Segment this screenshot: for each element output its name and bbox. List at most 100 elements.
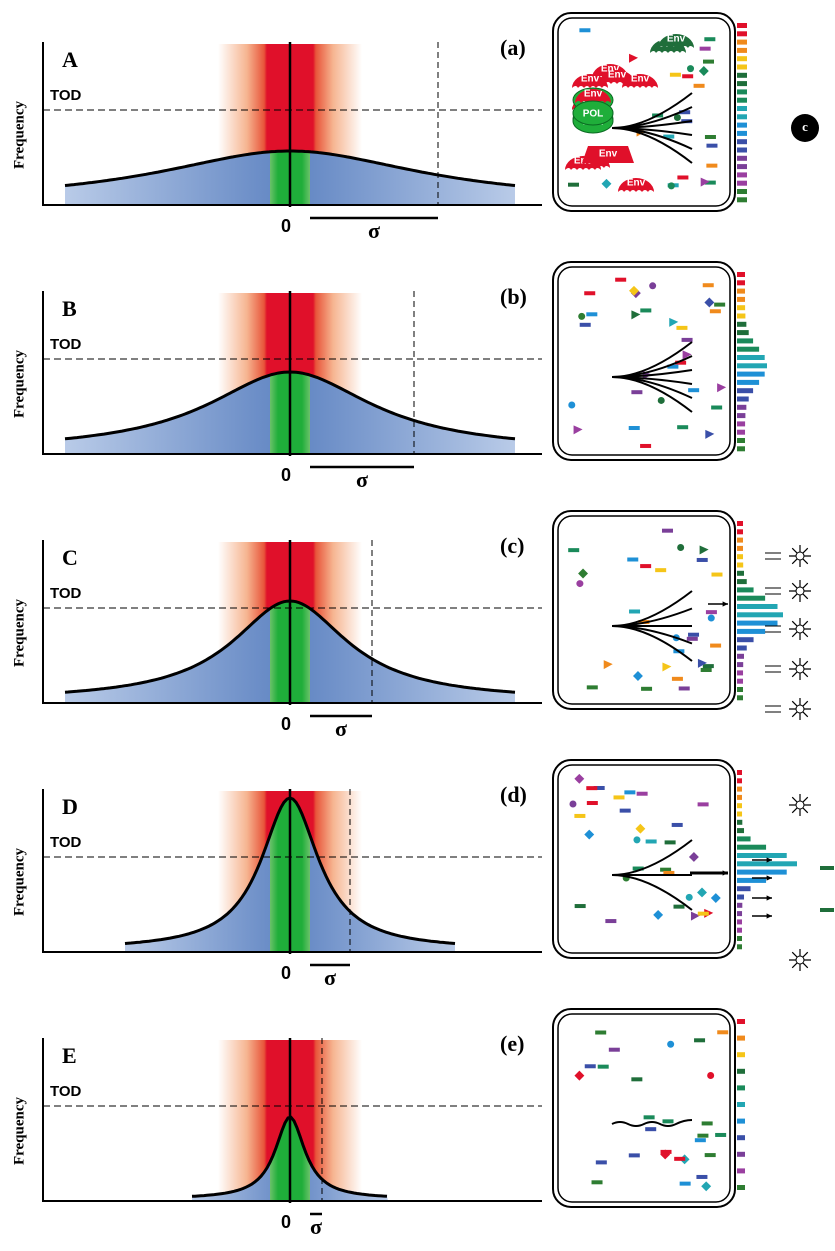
variant-bar [737, 155, 747, 161]
antibody-icon [795, 704, 805, 714]
variant-bar [737, 39, 747, 45]
molecule [677, 544, 685, 552]
distribution-curve [64, 370, 516, 441]
variant-bar [737, 877, 767, 883]
molecule [613, 795, 625, 800]
arrow-head [766, 913, 772, 919]
molecule [679, 1181, 691, 1186]
cell-tag: Env [667, 34, 686, 45]
molecule [706, 163, 718, 168]
molecule [667, 1040, 675, 1048]
molecule [573, 425, 583, 435]
replication-branch [611, 376, 693, 413]
panel-letter: B [62, 296, 77, 321]
molecule [578, 568, 588, 579]
molecule [586, 786, 598, 791]
molecule [628, 1153, 640, 1158]
variant-bar [737, 429, 746, 435]
replication-branch [611, 127, 693, 164]
variant-bar [737, 1118, 745, 1124]
binding-arrows [765, 587, 781, 595]
variant-bar [737, 545, 744, 551]
panel-letter: E [62, 1043, 77, 1068]
molecule [574, 904, 586, 909]
molecule [717, 383, 727, 393]
molecule [643, 1115, 655, 1120]
variant-bar [737, 1135, 745, 1141]
sigma-label: σ [310, 1214, 322, 1239]
molecule [697, 911, 709, 916]
replication-branch [611, 625, 693, 662]
env-protein [575, 89, 611, 103]
antibody-icon [795, 664, 805, 674]
molecule [662, 662, 672, 672]
threshold-label: TOD [50, 1083, 82, 1100]
variant-bar [737, 147, 747, 153]
molecule [671, 822, 683, 827]
molecule [645, 839, 657, 844]
molecule [700, 667, 712, 672]
variant-bar [737, 570, 744, 576]
variant-bar [737, 72, 747, 78]
variant-bar [737, 305, 746, 311]
y-axis-label: Frequency [11, 847, 27, 916]
variant-bar [737, 288, 746, 294]
molecule [696, 1174, 708, 1179]
molecule [697, 802, 709, 807]
distribution-curve [64, 599, 516, 694]
replication-branch [611, 874, 693, 911]
molecule [667, 364, 679, 369]
arrow-head [722, 601, 728, 607]
molecule [701, 1181, 712, 1192]
molecule [705, 429, 715, 439]
molecule [629, 285, 639, 296]
molecule [702, 283, 714, 288]
molecule [707, 1072, 715, 1080]
variant-bar [737, 47, 747, 53]
molecule [568, 548, 580, 553]
variant-bar [737, 446, 746, 452]
sigma-label: σ [335, 716, 347, 741]
molecule [704, 37, 716, 42]
variant-bar [737, 811, 743, 817]
variant-bar [737, 296, 746, 302]
molecule [705, 610, 717, 615]
variant-bar [737, 355, 765, 360]
cell-tag: Env [608, 70, 627, 81]
origin-label: 0 [281, 963, 291, 983]
molecule [629, 53, 639, 63]
variant-bar [737, 944, 742, 950]
origin-label: 0 [281, 465, 291, 485]
binding-arrows [765, 625, 781, 633]
molecule [688, 851, 699, 862]
molecule [605, 919, 617, 924]
molecule [686, 636, 698, 641]
antibody-icon [795, 800, 805, 810]
molecule [664, 840, 676, 845]
molecule [629, 609, 641, 614]
molecule [593, 785, 605, 790]
molecule [635, 823, 646, 834]
molecule [608, 1047, 620, 1052]
molecule [677, 175, 689, 180]
variant-bar [737, 272, 746, 277]
cell-inner [557, 515, 731, 705]
molecule [711, 572, 723, 577]
variant-bar [737, 579, 747, 585]
molecule [591, 1180, 603, 1185]
variant-bar [737, 927, 743, 933]
distribution-curve [124, 796, 456, 945]
variant-bar [737, 770, 742, 775]
variant-bar [737, 844, 767, 850]
threshold-label: TOD [50, 834, 82, 851]
molecule [645, 1127, 657, 1132]
molecule [714, 302, 726, 307]
cell-outer [552, 1008, 736, 1208]
molecule [569, 800, 577, 808]
molecule [615, 277, 627, 282]
molecule [628, 426, 640, 431]
